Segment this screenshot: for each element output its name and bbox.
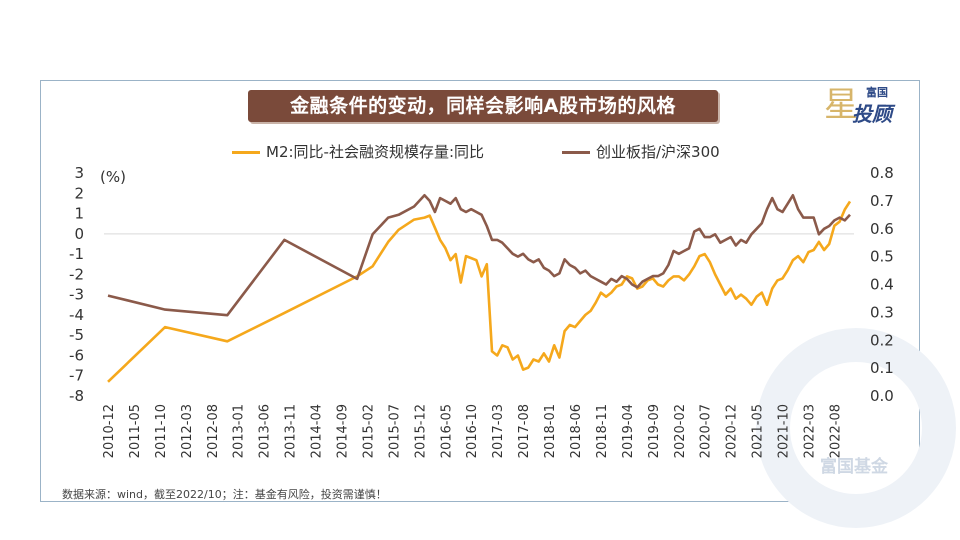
legend-label-m2-sf: M2:同比-社会融资规模存量:同比 bbox=[266, 143, 485, 161]
x-axis-tick-label: 2020-12 bbox=[725, 404, 740, 458]
x-axis-tick-label: 2019-04 bbox=[621, 404, 636, 458]
right-axis-tick-label: 0.3 bbox=[870, 303, 894, 321]
left-axis-tick-label: -6 bbox=[69, 346, 84, 364]
x-axis-tick-label: 2012-08 bbox=[206, 404, 221, 458]
x-axis-tick-label: 2022-08 bbox=[828, 404, 843, 458]
brand-logo: 星 富国 投顾 bbox=[822, 80, 914, 126]
chart-title: 金融条件的变动，同样会影响A股市场的风格 bbox=[290, 95, 676, 117]
left-axis-tick-label: -3 bbox=[69, 286, 84, 304]
x-axis-tick-label: 2016-10 bbox=[465, 404, 480, 458]
right-axis-tick-label: 0.6 bbox=[870, 220, 894, 238]
x-axis-tick-label: 2020-02 bbox=[673, 404, 688, 458]
left-axis-tick-label: -1 bbox=[69, 245, 84, 263]
x-axis-tick-label: 2017-03 bbox=[491, 404, 506, 458]
right-axis-tick-label: 0.8 bbox=[870, 164, 894, 182]
legend-swatch-m2-sf bbox=[232, 151, 260, 154]
x-axis-tick-label: 2011-05 bbox=[128, 404, 143, 458]
x-axis-tick-label: 2021-10 bbox=[777, 404, 792, 458]
x-axis-tick-label: 2015-07 bbox=[387, 404, 402, 458]
left-axis-tick-label: -4 bbox=[69, 306, 84, 324]
x-axis-tick-label: 2018-11 bbox=[595, 404, 610, 458]
right-axis-tick-label: 0.5 bbox=[870, 248, 894, 266]
x-axis-tick-label: 2020-07 bbox=[699, 404, 714, 458]
x-axis-tick-label: 2013-01 bbox=[232, 404, 247, 458]
logo-main-text: 投顾 bbox=[852, 102, 892, 126]
x-axis-tick-label: 2010-12 bbox=[102, 404, 117, 458]
x-axis-tick-label: 2015-12 bbox=[413, 404, 428, 458]
left-axis-tick-label: -8 bbox=[69, 387, 84, 405]
legend-label-chinext-hs300: 创业板指/沪深300 bbox=[596, 143, 720, 161]
x-axis-tick-label: 2013-11 bbox=[284, 404, 299, 458]
right-axis-tick-label: 0.7 bbox=[870, 192, 894, 210]
left-axis-tick-label: -7 bbox=[69, 367, 84, 385]
title-banner: 金融条件的变动，同样会影响A股市场的风格 bbox=[248, 90, 718, 122]
left-axis-tick-label: 2 bbox=[74, 184, 84, 202]
left-axis-tick-label: -5 bbox=[69, 326, 84, 344]
data-source-note: 数据来源：wind，截至2022/10；注：基金有风险，投资需谨慎！ bbox=[62, 488, 387, 501]
x-axis-tick-label: 2018-01 bbox=[543, 404, 558, 458]
x-axis-tick-label: 2021-05 bbox=[751, 404, 766, 458]
left-axis-tick-label: -2 bbox=[69, 265, 84, 283]
x-axis-tick-label: 2017-08 bbox=[517, 404, 532, 458]
x-axis-tick-label: 2019-09 bbox=[647, 404, 662, 458]
x-axis-tick-label: 2015-02 bbox=[361, 404, 376, 458]
right-axis-tick-label: 0.1 bbox=[870, 359, 894, 377]
x-axis-tick-label: 2014-09 bbox=[335, 404, 350, 458]
legend-swatch-chinext-hs300 bbox=[562, 151, 590, 154]
logo-star-icon: 星 bbox=[824, 85, 858, 125]
x-axis-tick-label: 2016-05 bbox=[439, 404, 454, 458]
chart-legend: M2:同比-社会融资规模存量:同比 创业板指/沪深300 bbox=[0, 140, 960, 164]
watermark-text: 富国基金 bbox=[820, 457, 888, 477]
x-axis-tick-label: 2011-10 bbox=[154, 404, 169, 458]
right-axis-tick-label: 0.4 bbox=[870, 276, 894, 294]
x-axis-tick-label: 2012-03 bbox=[180, 404, 195, 458]
x-axis-tick-label: 2014-04 bbox=[310, 404, 325, 458]
x-axis-tick-label: 2018-06 bbox=[569, 404, 584, 458]
left-axis-tick-label: 3 bbox=[74, 164, 84, 182]
left-axis-tick-label: 1 bbox=[74, 205, 84, 223]
x-axis-tick-label: 2022-03 bbox=[802, 404, 817, 458]
series-line-m2-sf bbox=[107, 200, 852, 383]
logo-top-text: 富国 bbox=[866, 86, 888, 99]
left-axis-tick-label: 0 bbox=[74, 225, 84, 243]
right-axis-tick-label: 0.2 bbox=[870, 331, 894, 349]
right-axis-tick-label: 0.0 bbox=[870, 387, 894, 405]
left-axis-unit-label: (%) bbox=[100, 168, 126, 186]
x-axis-tick-label: 2013-06 bbox=[258, 404, 273, 458]
series-line-chinext-hs300 bbox=[107, 194, 851, 317]
